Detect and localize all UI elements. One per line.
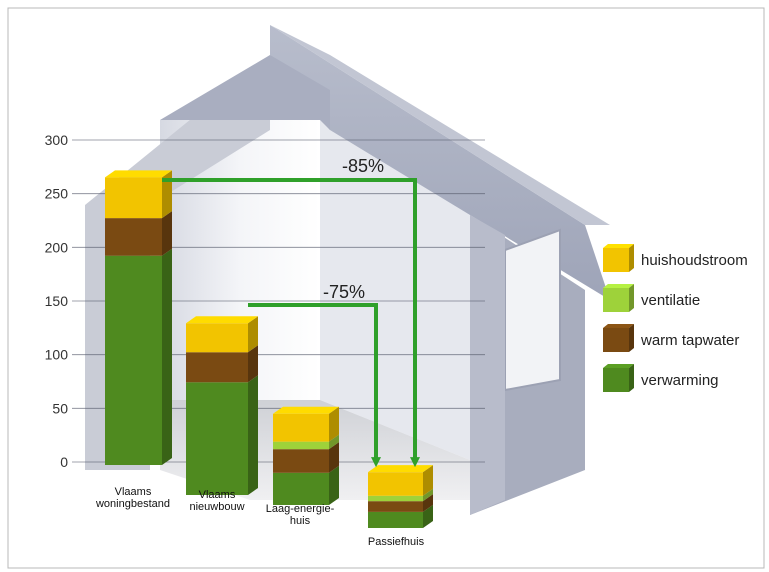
- bar-stack: [186, 316, 258, 495]
- y-tick-label: 100: [45, 347, 69, 363]
- reduction-arrow: [162, 178, 420, 468]
- reduction-annotation: -75%: [248, 282, 381, 468]
- bar-segment-side: [162, 211, 172, 256]
- bar-segment-side: [423, 488, 433, 502]
- bar-stack: [273, 406, 339, 505]
- bar-segment: [186, 382, 248, 495]
- bar-segment: [273, 449, 329, 473]
- bar-segment-side: [248, 316, 258, 353]
- wall-edge: [470, 215, 505, 515]
- category-label-line: Passiefhuis: [368, 536, 425, 548]
- y-tick-label: 50: [52, 400, 68, 416]
- category-label-line: huis: [290, 515, 311, 527]
- legend-swatch: [603, 248, 629, 272]
- legend-swatch-side: [629, 284, 634, 312]
- bar-stacks: [105, 170, 433, 528]
- y-tick-label: 200: [45, 239, 69, 255]
- legend-swatch: [603, 288, 629, 312]
- bar-segment-side: [423, 504, 433, 528]
- legend-label: ventilatie: [641, 292, 700, 309]
- legend-item: huishoudstroom: [603, 244, 748, 272]
- roof-inner: [160, 55, 330, 130]
- bar-segment-side: [423, 465, 433, 496]
- legend-label: warm tapwater: [640, 332, 739, 349]
- legend-swatch-top: [603, 284, 634, 288]
- bar-segment-side: [423, 494, 433, 512]
- bar-segment-side: [329, 434, 339, 450]
- bar-top-face: [273, 406, 339, 414]
- bar-segment: [273, 472, 329, 505]
- bar-top-face: [186, 316, 258, 324]
- y-tick-label: 300: [45, 132, 69, 148]
- bar-segment-side: [162, 248, 172, 465]
- category-label-line: Vlaams: [199, 489, 236, 501]
- category-label-line: Vlaams: [115, 486, 152, 498]
- category-label: Vlaams woningbestand: [95, 486, 170, 510]
- bar-segment: [105, 218, 162, 256]
- bar-stack: [368, 465, 433, 528]
- legend-item: ventilatie: [603, 284, 700, 312]
- bar-segment: [186, 352, 248, 383]
- category-label-line: nieuwbouw: [189, 501, 244, 513]
- bar-segment-side: [329, 465, 339, 505]
- legend-label: verwarming: [641, 372, 719, 389]
- legend-item: warm tapwater: [603, 324, 739, 352]
- reduction-label: -75%: [323, 282, 365, 302]
- legend: huishoudstroom ventilatie warm tapwater ver…: [603, 244, 748, 392]
- legend-swatch-top: [603, 244, 634, 248]
- bar-segment: [273, 413, 329, 442]
- reduction-annotation: -85%: [162, 156, 420, 468]
- legend-label: huishoudstroom: [641, 252, 748, 269]
- bar-top-face: [368, 465, 433, 473]
- bar-top-face: [105, 170, 172, 178]
- reduction-arrow: [248, 303, 381, 468]
- bar-segment-side: [329, 406, 339, 442]
- legend-swatch-side: [629, 364, 634, 392]
- legend-swatch-top: [603, 364, 634, 368]
- y-tick-label: 0: [60, 454, 68, 470]
- bar-segment-side: [162, 170, 172, 219]
- bar-segment: [368, 495, 423, 502]
- y-tick-label: 250: [45, 186, 69, 202]
- bar-segment: [186, 323, 248, 353]
- side-window: [504, 228, 561, 392]
- bar-segment-side: [248, 375, 258, 495]
- roof: [270, 25, 610, 300]
- reduction-label: -85%: [342, 156, 384, 176]
- bar-segment: [273, 441, 329, 450]
- legend-swatch-side: [629, 324, 634, 352]
- y-axis-ticks: 0 50 100 150 200 250 300: [45, 132, 69, 470]
- bar-segment-side: [329, 442, 339, 473]
- y-tick-label: 150: [45, 293, 69, 309]
- roof-ridge: [270, 25, 610, 225]
- category-label: Laag-energie-huis: [266, 503, 335, 527]
- legend-swatch: [603, 368, 629, 392]
- legend-swatch-side: [629, 244, 634, 272]
- legend-swatch-top: [603, 324, 634, 328]
- bar-segment: [368, 511, 423, 528]
- bar-segment: [368, 501, 423, 512]
- back-wall-right: [320, 120, 470, 460]
- bar-stack: [105, 170, 172, 465]
- reduction-arrows: -85% -75%: [162, 156, 420, 468]
- bar-segment: [105, 255, 162, 465]
- legend-item: verwarming: [603, 364, 719, 392]
- bar-segment: [105, 177, 162, 219]
- category-label-line: Laag-energie-: [266, 503, 335, 515]
- figure-frame: [7, 7, 765, 569]
- category-label: Vlaams nieuwbouw: [189, 489, 244, 513]
- category-label: Passiefhuis: [368, 536, 425, 548]
- category-label-line: woningbestand: [95, 498, 170, 510]
- bar-segment: [368, 472, 423, 496]
- legend-swatch: [603, 328, 629, 352]
- bar-segment-side: [248, 345, 258, 383]
